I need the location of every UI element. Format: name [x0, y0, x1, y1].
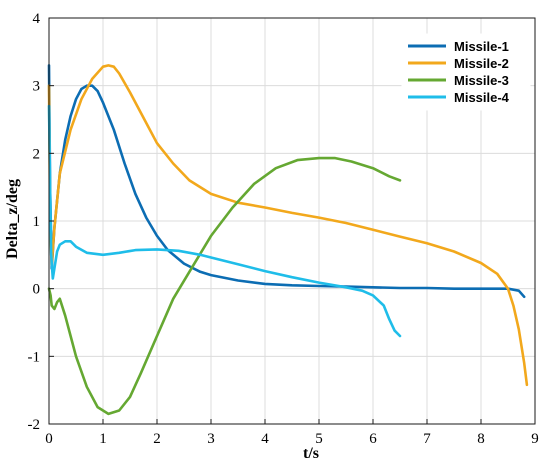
x-tick-label: 6 — [369, 431, 377, 447]
tick-labels: 0 1 2 3 4 5 6 7 8 9 -2 -1 0 1 2 3 4 — [28, 11, 539, 447]
series-line-2 — [47, 64, 529, 387]
y-tick-label: -1 — [28, 349, 41, 365]
x-axis-label: t/s — [303, 445, 319, 462]
y-tick-label: 4 — [33, 11, 41, 27]
series-line-1 — [47, 64, 526, 299]
x-tick-label: 1 — [99, 431, 107, 447]
y-tick-label: 2 — [33, 146, 41, 162]
legend-label-4: Missile-4 — [454, 90, 510, 105]
y-tick-label: 1 — [33, 214, 41, 230]
x-tick-label: 3 — [207, 431, 215, 447]
y-tick-label: 3 — [33, 79, 41, 95]
legend-label-2: Missile-2 — [454, 56, 509, 71]
y-axis-label: Delta_z/deg — [4, 179, 21, 259]
ticks — [48, 17, 536, 425]
x-tick-label: 9 — [531, 431, 539, 447]
y-tick-label: 0 — [33, 282, 41, 298]
x-tick-label: 4 — [261, 431, 269, 447]
x-tick-label: 7 — [423, 431, 431, 447]
legend-label-1: Missile-1 — [454, 39, 509, 54]
x-tick-label: 5 — [315, 431, 323, 447]
x-tick-label: 8 — [477, 431, 485, 447]
legend: Missile-1 Missile-2 Missile-3 Missile-4 — [401, 33, 531, 111]
series-line-3 — [47, 156, 402, 416]
series-group — [47, 64, 529, 416]
series-line-4 — [47, 104, 402, 338]
y-tick-label: -2 — [28, 417, 41, 433]
legend-label-3: Missile-3 — [454, 73, 509, 88]
x-tick-label: 2 — [153, 431, 161, 447]
x-tick-label: 0 — [45, 431, 53, 447]
